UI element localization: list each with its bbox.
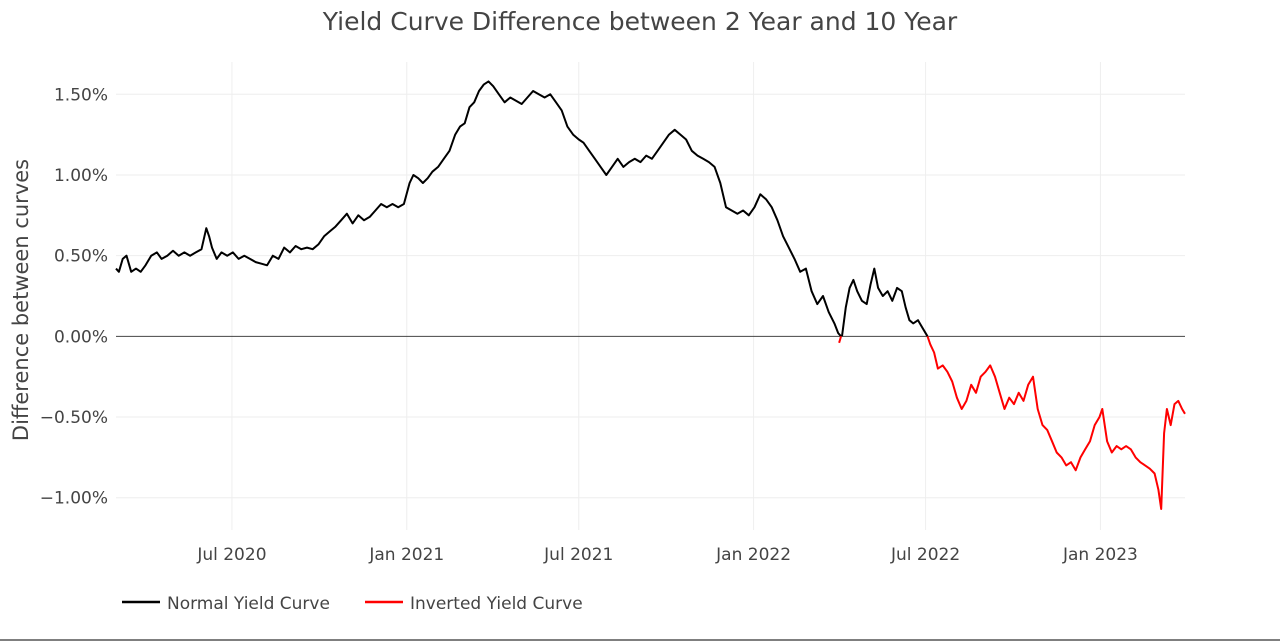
x-grid <box>231 62 1101 530</box>
y-tick-label: 0.00% <box>54 327 108 347</box>
x-tick-label: Jan 2021 <box>368 545 444 565</box>
legend: Normal Yield Curve Inverted Yield Curve <box>122 594 583 614</box>
series-line-1 <box>841 267 929 337</box>
x-tick-label: Jul 2020 <box>196 545 266 565</box>
y-grid <box>116 93 1185 499</box>
x-tick-label: Jul 2022 <box>890 545 960 565</box>
y-tick-label: −1.00% <box>40 489 108 509</box>
y-tick-labels: 1.50% 1.00% 0.50% 0.00% −0.50% −1.00% <box>40 85 108 508</box>
series-layer <box>115 80 1186 510</box>
series-line-3 <box>926 335 1186 510</box>
y-tick-label: 0.50% <box>54 247 108 267</box>
x-tick-label: Jan 2022 <box>715 545 791 565</box>
y-tick-label: −0.50% <box>40 408 108 428</box>
y-tick-label: 1.50% <box>54 85 108 105</box>
series-line-2 <box>838 336 842 344</box>
x-tick-label: Jul 2021 <box>543 545 613 565</box>
chart-title: Yield Curve Difference between 2 Year an… <box>322 7 958 36</box>
series-line-0 <box>115 80 842 337</box>
x-tick-label: Jan 2023 <box>1062 545 1138 565</box>
y-tick-label: 1.00% <box>54 166 108 186</box>
legend-label-normal: Normal Yield Curve <box>167 594 330 614</box>
x-tick-labels: Jul 2020 Jan 2021 Jul 2021 Jan 2022 Jul 2022… <box>196 545 1138 565</box>
y-axis-title: Difference between curves <box>9 159 33 441</box>
legend-label-inverted: Inverted Yield Curve <box>410 594 583 614</box>
